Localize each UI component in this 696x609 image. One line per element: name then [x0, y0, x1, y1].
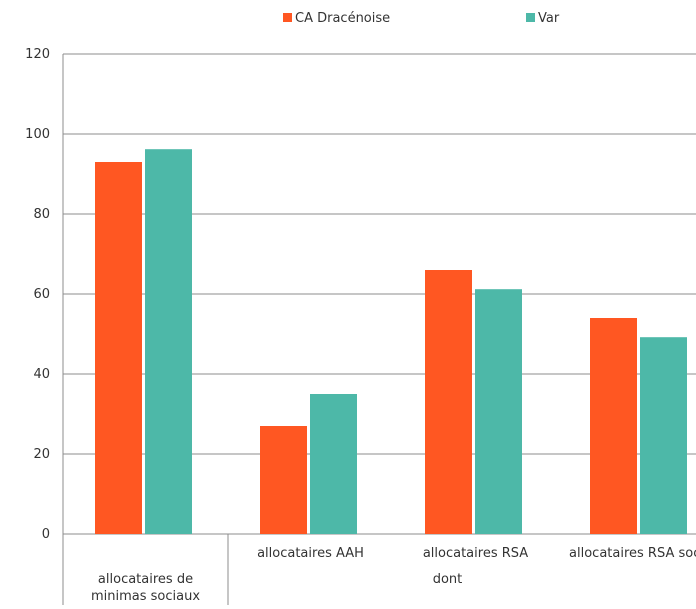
y-tick-label: 0 — [42, 527, 50, 542]
x-category-label: allocataires de — [98, 572, 193, 587]
x-category-label: allocataires AAH — [257, 546, 364, 561]
legend-swatch — [283, 13, 292, 22]
x-category-label: minimas sociaux — [91, 589, 200, 604]
y-tick-label: 60 — [33, 287, 50, 302]
y-tick-label: 40 — [33, 367, 50, 382]
legend-label: Var — [538, 11, 560, 26]
bar-series-1[interactable] — [95, 162, 142, 534]
legend-swatch — [526, 13, 535, 22]
bar-series-1[interactable] — [425, 270, 472, 534]
y-tick-label: 80 — [33, 207, 50, 222]
bar-series-1[interactable] — [260, 426, 307, 534]
bar-series-1[interactable] — [590, 318, 637, 534]
x-group-label: dont — [433, 572, 463, 587]
bar-series-2[interactable] — [310, 394, 357, 534]
legend-label: CA Dracénoise — [295, 11, 390, 26]
y-tick-label: 100 — [25, 127, 50, 142]
bar-series-2[interactable] — [145, 149, 192, 534]
x-category-label: allocataires RSA socle — [569, 546, 696, 561]
bar-series-2[interactable] — [475, 289, 522, 534]
bar-series-2[interactable] — [640, 337, 687, 534]
y-tick-label: 20 — [33, 447, 50, 462]
y-tick-label: 120 — [25, 47, 50, 62]
x-category-label: allocataires RSA — [423, 546, 528, 561]
